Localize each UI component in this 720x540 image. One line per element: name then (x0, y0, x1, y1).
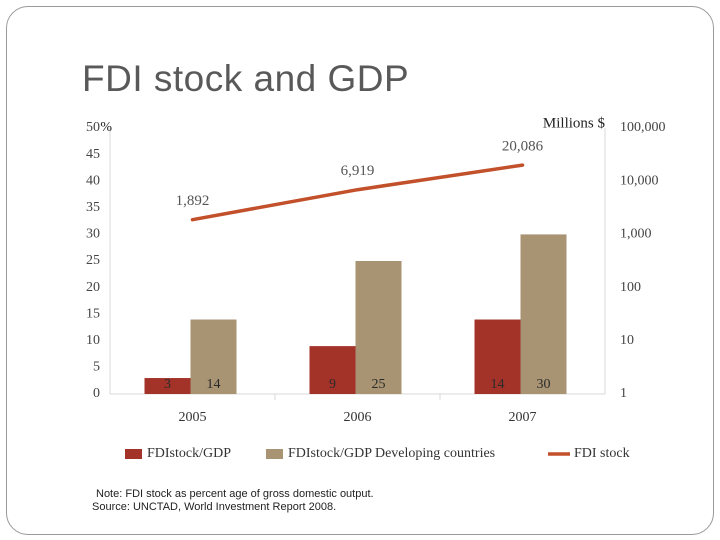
left-tick-label: 40 (86, 173, 100, 188)
left-tick-label: 15 (86, 306, 100, 321)
note-line-1: Note: FDI stock as percent age of gross … (96, 488, 374, 500)
legend-label: FDI stock (574, 446, 630, 461)
note-line-2: Source: UNCTAD, World Investment Report … (92, 501, 337, 513)
legend-swatch (266, 449, 283, 459)
left-tick-label: 50 (86, 120, 100, 135)
line-data-label: 6,919 (341, 163, 375, 179)
left-tick-label: 45 (86, 147, 100, 162)
legend-label: FDIstock/GDP (147, 446, 231, 461)
left-tick-label: 0 (93, 386, 100, 401)
left-tick-label: 30 (86, 227, 100, 242)
legend-swatch (125, 449, 142, 459)
bar-fdi-gdp-developing (520, 234, 567, 394)
bar-data-label: 30 (537, 377, 551, 392)
left-axis-label: % (100, 120, 112, 135)
bar-fdi-gdp-developing (190, 319, 237, 394)
left-tick-label: 20 (86, 280, 100, 295)
bar-data-label: 9 (329, 377, 336, 392)
right-tick-label: 10 (620, 333, 634, 348)
source-note: Note: FDI stock as percent age of gross … (92, 488, 374, 514)
right-axis-label: Millions $ (543, 115, 606, 131)
x-tick-label: 2007 (509, 410, 537, 425)
right-tick-label: 10,000 (620, 173, 659, 188)
left-tick-label: 25 (86, 253, 100, 268)
right-tick-label: 100 (620, 280, 641, 295)
bar-data-label: 14 (491, 377, 505, 392)
bar-fdi-gdp (474, 319, 521, 394)
slide-title: FDI stock and GDP (82, 58, 410, 99)
bar-fdi-gdp (144, 378, 191, 394)
line-data-label: 1,892 (176, 193, 210, 209)
right-tick-label: 1 (620, 386, 627, 401)
bar-fdi-gdp-developing (355, 261, 402, 394)
x-tick-label: 2006 (344, 410, 372, 425)
bar-data-label: 14 (207, 377, 221, 392)
left-tick-label: 5 (93, 360, 100, 375)
line-data-label: 20,086 (502, 139, 544, 155)
left-tick-label: 35 (86, 200, 100, 215)
bar-fdi-gdp (309, 346, 356, 394)
legend-label: FDIstock/GDP Developing countries (288, 446, 495, 461)
right-tick-label: 100,000 (620, 120, 666, 135)
left-tick-label: 10 (86, 333, 100, 348)
bar-data-label: 25 (372, 377, 386, 392)
x-tick-label: 2005 (179, 410, 207, 425)
bar-data-label: 3 (164, 377, 171, 392)
fdi-stock-line (190, 163, 525, 222)
right-tick-label: 1,000 (620, 227, 652, 242)
